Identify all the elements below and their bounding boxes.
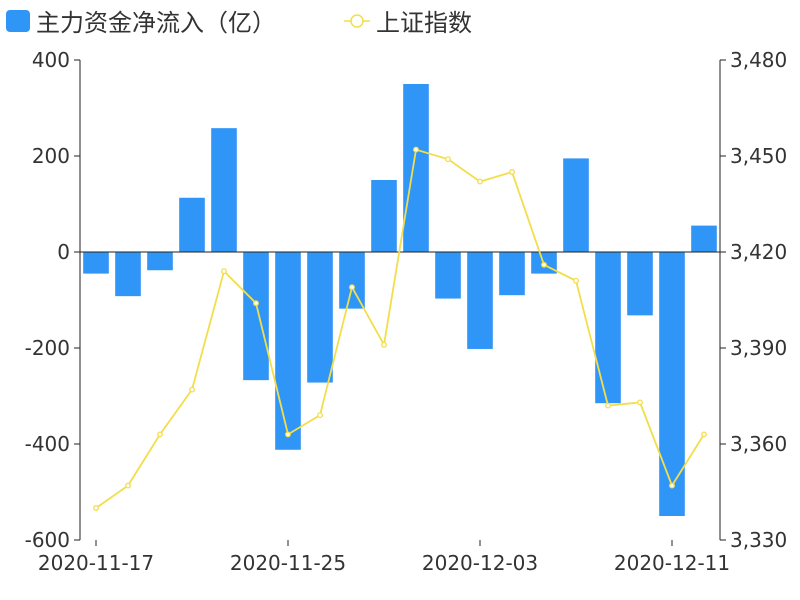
bar [115, 252, 141, 297]
line-point [701, 431, 707, 438]
line-point [445, 156, 451, 163]
line-point [349, 284, 355, 291]
legend-line-label: 上证指数 [376, 9, 472, 37]
right-tick-label: 3,450 [730, 144, 787, 168]
legend-line-marker [350, 14, 364, 28]
bar [307, 252, 333, 383]
right-tick-label: 3,360 [730, 432, 787, 456]
left-tick-label: -600 [25, 528, 70, 552]
line-point [253, 300, 259, 307]
bar [627, 252, 653, 316]
bar-series [83, 84, 717, 516]
line-point [189, 386, 195, 393]
x-tick-label: 2020-12-11 [614, 551, 730, 575]
line-point [669, 482, 675, 489]
bar [467, 252, 493, 349]
bar [339, 252, 365, 309]
right-tick-label: 3,420 [730, 240, 787, 264]
line-point [285, 431, 291, 438]
line-point [221, 268, 227, 275]
bar [275, 252, 301, 450]
line-point [157, 431, 163, 438]
line-point [125, 482, 131, 489]
bar [435, 252, 461, 299]
x-tick-label: 2020-12-03 [422, 551, 538, 575]
left-tick-label: 200 [32, 144, 70, 168]
line-point [637, 399, 643, 406]
left-tick-label: -400 [25, 432, 70, 456]
bar [371, 180, 397, 252]
left-tick-label: 400 [32, 48, 70, 72]
left-tick-label: 0 [57, 240, 70, 264]
legend-bar-swatch [6, 10, 30, 32]
x-tick-label: 2020-11-25 [230, 551, 346, 575]
legend-bar-label: 主力资金净流入（亿） [36, 9, 276, 37]
bar [211, 128, 237, 252]
bar [691, 225, 717, 252]
bar [147, 252, 173, 271]
line-point [93, 505, 99, 511]
bar [243, 252, 269, 381]
line-point [509, 169, 515, 175]
right-tick-label: 3,330 [730, 528, 787, 552]
bar [179, 197, 205, 252]
line-point [381, 341, 387, 348]
bar [595, 252, 621, 404]
right-tick-label: 3,390 [730, 336, 787, 360]
bar [499, 252, 525, 296]
line-point [541, 261, 547, 268]
line-point [413, 146, 419, 153]
line-series [93, 146, 707, 511]
right-tick-label: 3,480 [730, 48, 787, 72]
bar [403, 84, 429, 252]
line-point [317, 412, 323, 419]
legend: 主力资金净流入（亿） 上证指数 [6, 9, 472, 37]
line-point [605, 402, 611, 409]
index-line [95, 148, 705, 509]
bar [83, 252, 109, 274]
line-point [573, 277, 579, 284]
left-tick-label: -200 [25, 336, 70, 360]
line-point [477, 178, 483, 185]
bar [563, 158, 589, 252]
x-tick-label: 2020-11-17 [38, 551, 154, 575]
bar [659, 252, 685, 516]
